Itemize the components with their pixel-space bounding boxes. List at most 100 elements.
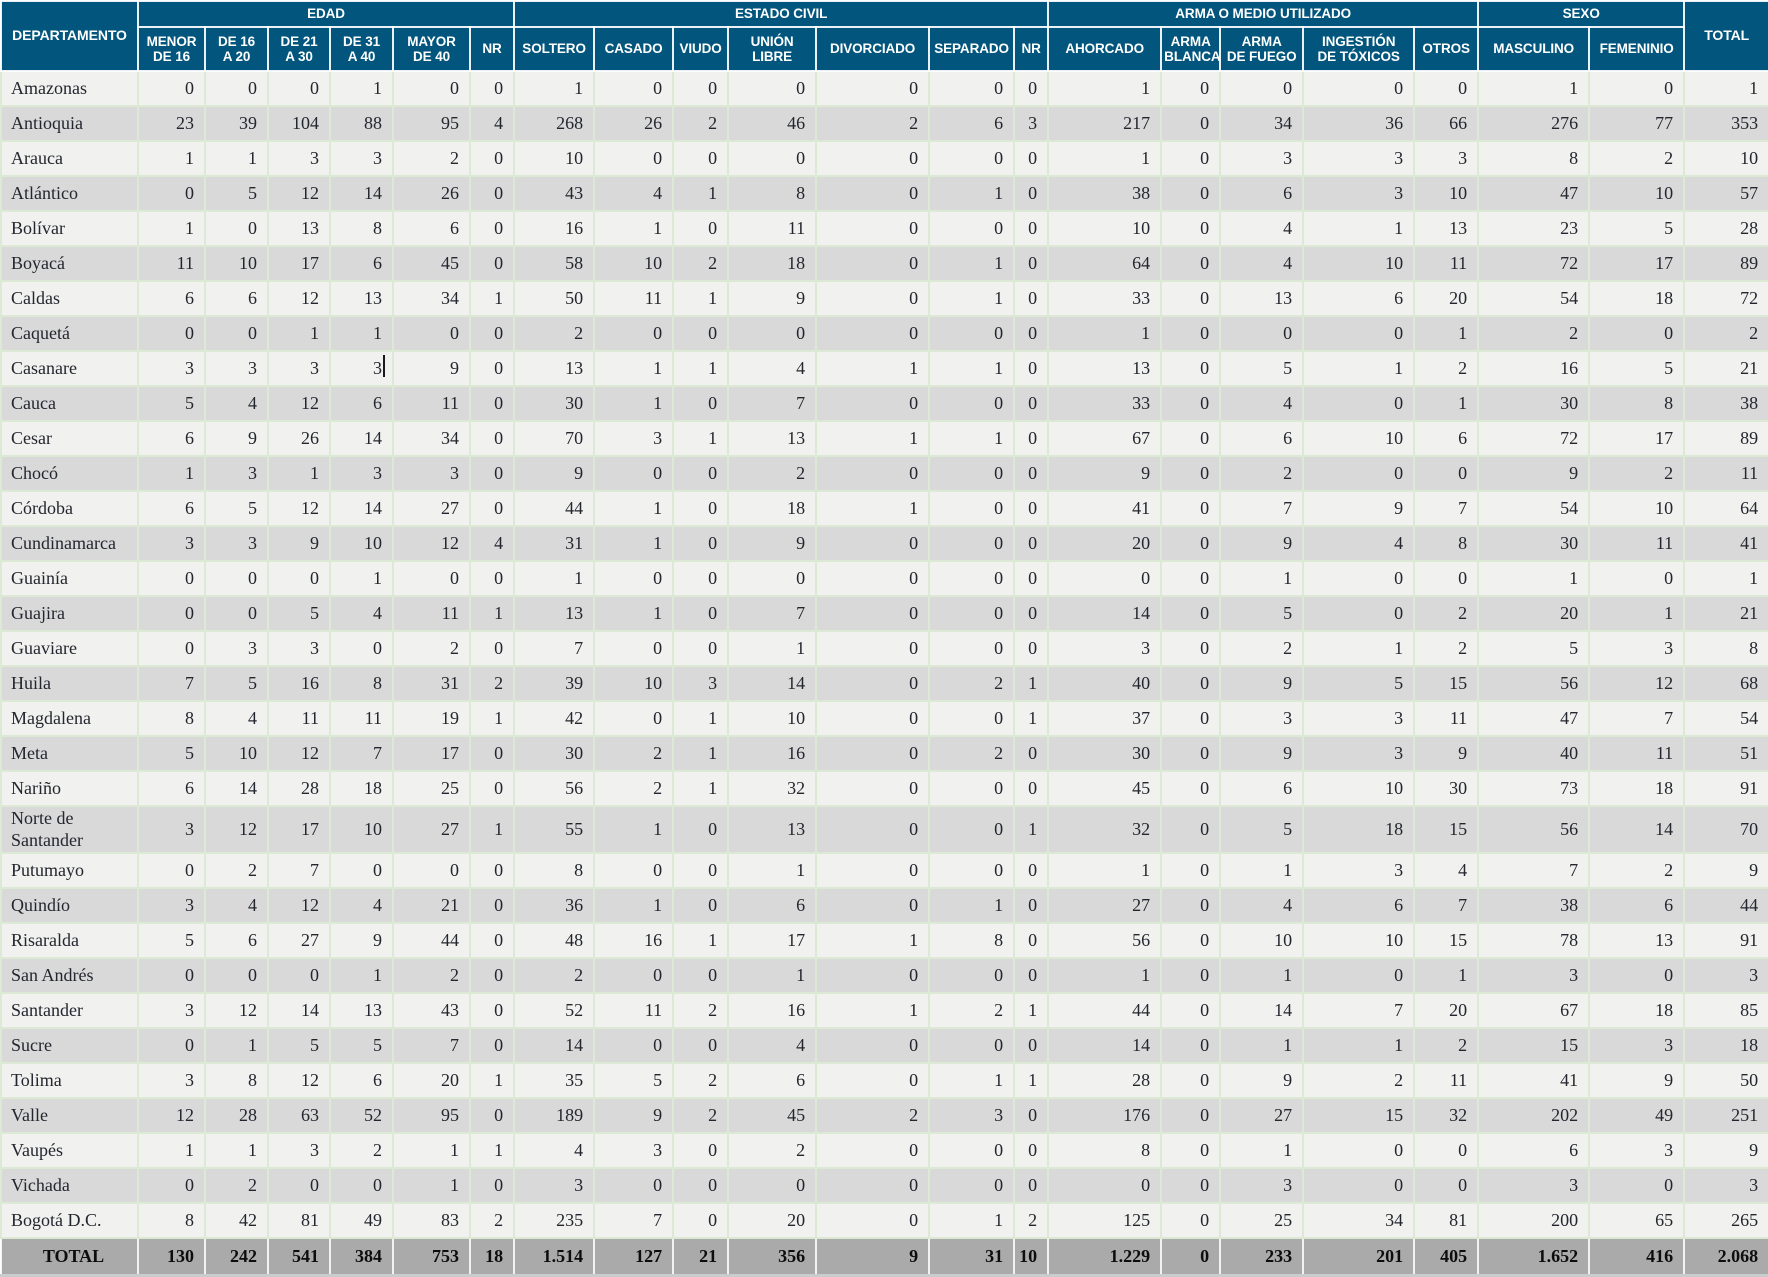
value-cell[interactable]: 6 [329,1062,394,1100]
value-cell[interactable]: 10 [727,700,818,737]
value-cell[interactable]: 2 [928,992,1016,1030]
value-cell[interactable]: 8 [1588,385,1686,422]
value-cell[interactable]: 0 [137,630,206,667]
value-cell[interactable]: 0 [468,175,516,212]
value-cell[interactable]: 6 [392,210,471,247]
value-cell[interactable]: 3 [137,525,206,562]
value-cell[interactable]: 6 [137,770,206,807]
value-cell[interactable]: 1 [392,1132,471,1170]
group-header[interactable]: EDAD [136,0,516,28]
value-cell[interactable]: 1 [593,804,675,855]
value-cell[interactable]: 4 [1219,887,1305,925]
value-cell[interactable]: 26 [392,175,471,212]
value-cell[interactable]: 17 [1588,420,1686,457]
value-cell[interactable]: 0 [1160,1062,1222,1100]
value-cell[interactable]: 8 [1477,140,1591,177]
value-cell[interactable]: 0 [137,1027,206,1065]
value-cell[interactable]: 0 [1013,490,1050,527]
value-cell[interactable]: 189 [513,1097,596,1135]
value-cell[interactable]: 9 [329,922,394,960]
value-cell[interactable]: 1 [1013,665,1050,702]
total-value-cell[interactable]: 1.229 [1047,1237,1163,1277]
value-cell[interactable]: 251 [1683,1097,1768,1135]
value-cell[interactable]: 0 [1013,420,1050,457]
value-cell[interactable]: 1 [815,420,931,457]
value-cell[interactable]: 0 [815,957,931,995]
value-cell[interactable]: 1 [672,700,730,737]
value-cell[interactable]: 18 [329,770,394,807]
value-cell[interactable]: 5 [593,1062,675,1100]
value-cell[interactable]: 3 [267,350,331,387]
value-cell[interactable]: 1 [1219,852,1305,890]
value-cell[interactable]: 3 [1477,1167,1591,1205]
value-cell[interactable]: 0 [815,770,931,807]
total-header[interactable]: TOTAL [1683,0,1768,72]
value-cell[interactable]: 9 [593,1097,675,1135]
value-cell[interactable]: 3 [137,350,206,387]
value-cell[interactable]: 0 [815,665,931,702]
value-cell[interactable]: 13 [727,420,818,457]
value-cell[interactable]: 0 [1160,350,1222,387]
value-cell[interactable]: 0 [468,630,516,667]
value-cell[interactable]: 0 [928,70,1016,107]
value-cell[interactable]: 13 [329,280,394,317]
value-cell[interactable]: 0 [1302,957,1416,995]
value-cell[interactable]: 0 [1413,70,1480,107]
value-cell[interactable]: 6 [1219,420,1305,457]
value-cell[interactable]: 12 [267,490,331,527]
value-cell[interactable]: 7 [267,852,331,890]
value-cell[interactable]: 4 [204,700,269,737]
value-cell[interactable]: 0 [815,1027,931,1065]
total-value-cell[interactable]: 10 [1013,1237,1050,1277]
total-label-cell[interactable]: TOTAL [0,1237,139,1277]
value-cell[interactable]: 8 [513,852,596,890]
value-cell[interactable]: 6 [1302,887,1416,925]
total-value-cell[interactable]: 541 [267,1237,331,1277]
value-cell[interactable]: 5 [204,490,269,527]
value-cell[interactable]: 4 [204,887,269,925]
department-cell[interactable]: Bolívar [0,210,139,247]
value-cell[interactable]: 49 [329,1202,394,1240]
value-cell[interactable]: 81 [267,1202,331,1240]
value-cell[interactable]: 89 [1683,245,1768,282]
value-cell[interactable]: 0 [1013,210,1050,247]
value-cell[interactable]: 4 [1413,852,1480,890]
value-cell[interactable]: 0 [672,804,730,855]
value-cell[interactable]: 0 [928,957,1016,995]
value-cell[interactable]: 1 [329,957,394,995]
value-cell[interactable]: 12 [204,804,269,855]
value-cell[interactable]: 3 [1047,630,1163,667]
value-cell[interactable]: 0 [672,490,730,527]
value-cell[interactable]: 14 [329,420,394,457]
value-cell[interactable]: 0 [672,1202,730,1240]
value-cell[interactable]: 1 [137,210,206,247]
department-cell[interactable]: Sucre [0,1027,139,1065]
value-cell[interactable]: 18 [1588,280,1686,317]
value-cell[interactable]: 27 [267,922,331,960]
value-cell[interactable]: 0 [672,852,730,890]
value-cell[interactable]: 265 [1683,1202,1768,1240]
value-cell[interactable]: 72 [1477,245,1591,282]
value-cell[interactable]: 0 [329,630,394,667]
value-cell[interactable]: 6 [1413,420,1480,457]
value-cell[interactable]: 52 [513,992,596,1030]
total-value-cell[interactable]: 405 [1413,1237,1480,1277]
department-cell[interactable]: Magdalena [0,700,139,737]
value-cell[interactable]: 0 [137,595,206,632]
value-cell[interactable]: 11 [1588,525,1686,562]
department-cell[interactable]: San Andrés [0,957,139,995]
value-cell[interactable]: 6 [204,280,269,317]
value-cell[interactable]: 8 [727,175,818,212]
value-cell[interactable]: 65 [1588,1202,1686,1240]
value-cell[interactable]: 31 [392,665,471,702]
value-cell[interactable]: 28 [1047,1062,1163,1100]
value-cell[interactable]: 0 [593,957,675,995]
value-cell[interactable]: 12 [137,1097,206,1135]
value-cell[interactable]: 7 [1588,700,1686,737]
value-cell[interactable]: 3 [928,1097,1016,1135]
value-cell[interactable]: 2 [513,315,596,352]
value-cell[interactable]: 0 [815,455,931,492]
value-cell[interactable]: 54 [1477,280,1591,317]
value-cell[interactable]: 34 [1302,1202,1416,1240]
column-header[interactable]: DE 31 A 40 [329,26,394,72]
